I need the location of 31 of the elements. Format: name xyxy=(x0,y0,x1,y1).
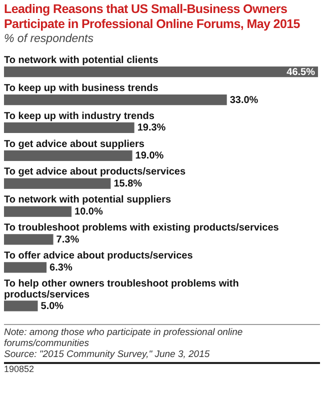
bar xyxy=(4,234,54,245)
bar xyxy=(4,178,111,189)
y-tick-label: To keep up with business trends xyxy=(4,82,159,94)
y-tick-label: To network with potential suppliers xyxy=(4,194,172,206)
y-tick-label: To get advice about suppliers xyxy=(4,138,145,150)
bar xyxy=(4,262,47,273)
data-label: 33.0% xyxy=(230,94,258,106)
y-tick-label: To help other owners troubleshoot problems with products/services xyxy=(4,278,239,300)
data-label: 7.3% xyxy=(56,234,80,246)
y-tick-label: To network with potential clients xyxy=(4,55,159,66)
y-tick-label: To offer advice about products/services xyxy=(4,250,194,262)
chart-subtitle: % of respondents xyxy=(4,32,95,46)
data-label: 5.0% xyxy=(40,300,64,312)
bar xyxy=(4,150,132,161)
data-label: 19.0% xyxy=(135,150,164,162)
data-label: 15.8% xyxy=(114,178,142,190)
bar xyxy=(4,206,72,217)
text: Note: among those who participate in professional online forums/communities xyxy=(4,327,244,349)
data-label: 19.3% xyxy=(137,122,166,134)
data-label: 46.5% xyxy=(286,66,316,78)
source-note: Source: "2015 Community Survey," June 3, 2015 xyxy=(4,349,211,360)
text: 190852 xyxy=(4,362,320,374)
bar xyxy=(4,66,318,78)
data-label: 10.0% xyxy=(74,206,103,218)
y-tick-label: To keep up with industry trends xyxy=(4,110,155,122)
y-tick-label: To troubleshoot problems with existing products/services xyxy=(4,222,280,234)
bar xyxy=(4,94,227,106)
chart-title: Leading Reasons that US Small-Business Owners Participate in Professional Online Forums, May 2015 xyxy=(4,2,301,32)
data-label: 6.3% xyxy=(50,262,72,274)
bar xyxy=(4,122,134,134)
y-tick-label: To get advice about products/services xyxy=(4,166,186,178)
